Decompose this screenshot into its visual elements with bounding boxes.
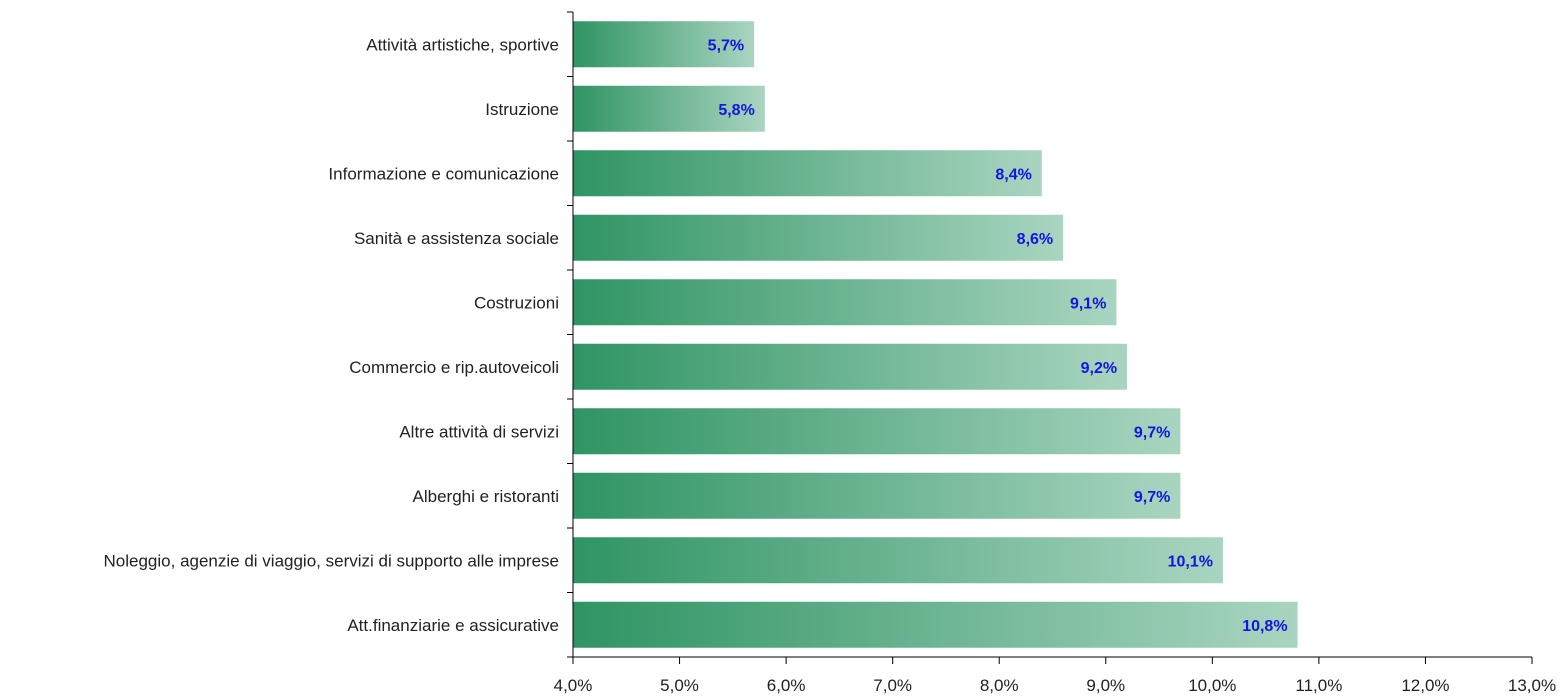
category-label: Alberghi e ristoranti	[413, 487, 559, 506]
x-tick-label: 12,0%	[1401, 676, 1449, 695]
bar	[573, 21, 755, 68]
x-tick-label: 4,0%	[554, 676, 593, 695]
category-label: Att.finanziarie e assicurative	[347, 616, 559, 635]
bar	[573, 601, 1298, 648]
x-tick-label: 6,0%	[767, 676, 806, 695]
data-label: 9,7%	[1134, 424, 1170, 441]
data-label: 9,7%	[1134, 489, 1170, 506]
category-label: Istruzione	[485, 100, 559, 119]
bar	[573, 150, 1042, 197]
data-label: 9,2%	[1081, 360, 1117, 377]
category-label: Attività artistiche, sportive	[366, 35, 559, 54]
x-tick-label: 13,0%	[1508, 676, 1556, 695]
bar	[573, 214, 1064, 261]
bar	[573, 279, 1117, 326]
data-label: 9,1%	[1070, 295, 1106, 312]
data-label: 8,4%	[995, 166, 1031, 183]
category-label: Informazione e comunicazione	[328, 164, 559, 183]
x-tick-label: 7,0%	[873, 676, 912, 695]
bars-group	[573, 21, 1298, 648]
data-label: 10,8%	[1242, 618, 1287, 635]
data-label: 5,7%	[708, 37, 744, 54]
labels-group: Attività artistiche, sportive 5,7% Istruzi…	[104, 35, 1557, 695]
category-label: Commercio e rip.autoveicoli	[349, 358, 559, 377]
x-tick-label: 10,0%	[1188, 676, 1236, 695]
category-label: Altre attività di servizi	[399, 422, 559, 441]
category-label: Sanità e assistenza sociale	[354, 229, 559, 248]
bar	[573, 537, 1223, 584]
bar	[573, 85, 765, 132]
x-tick-label: 8,0%	[980, 676, 1019, 695]
x-tick-label: 9,0%	[1086, 676, 1125, 695]
data-label: 8,6%	[1017, 231, 1053, 248]
bar	[573, 408, 1181, 455]
data-label: 5,8%	[718, 102, 754, 119]
x-tick-label: 11,0%	[1295, 676, 1342, 695]
category-label: Noleggio, agenzie di viaggio, servizi di…	[104, 551, 559, 570]
data-label: 10,1%	[1168, 553, 1213, 570]
bar	[573, 472, 1181, 519]
bar	[573, 343, 1128, 390]
category-label: Costruzioni	[474, 293, 559, 312]
axes-group	[567, 11, 1533, 664]
x-tick-label: 5,0%	[660, 676, 699, 695]
